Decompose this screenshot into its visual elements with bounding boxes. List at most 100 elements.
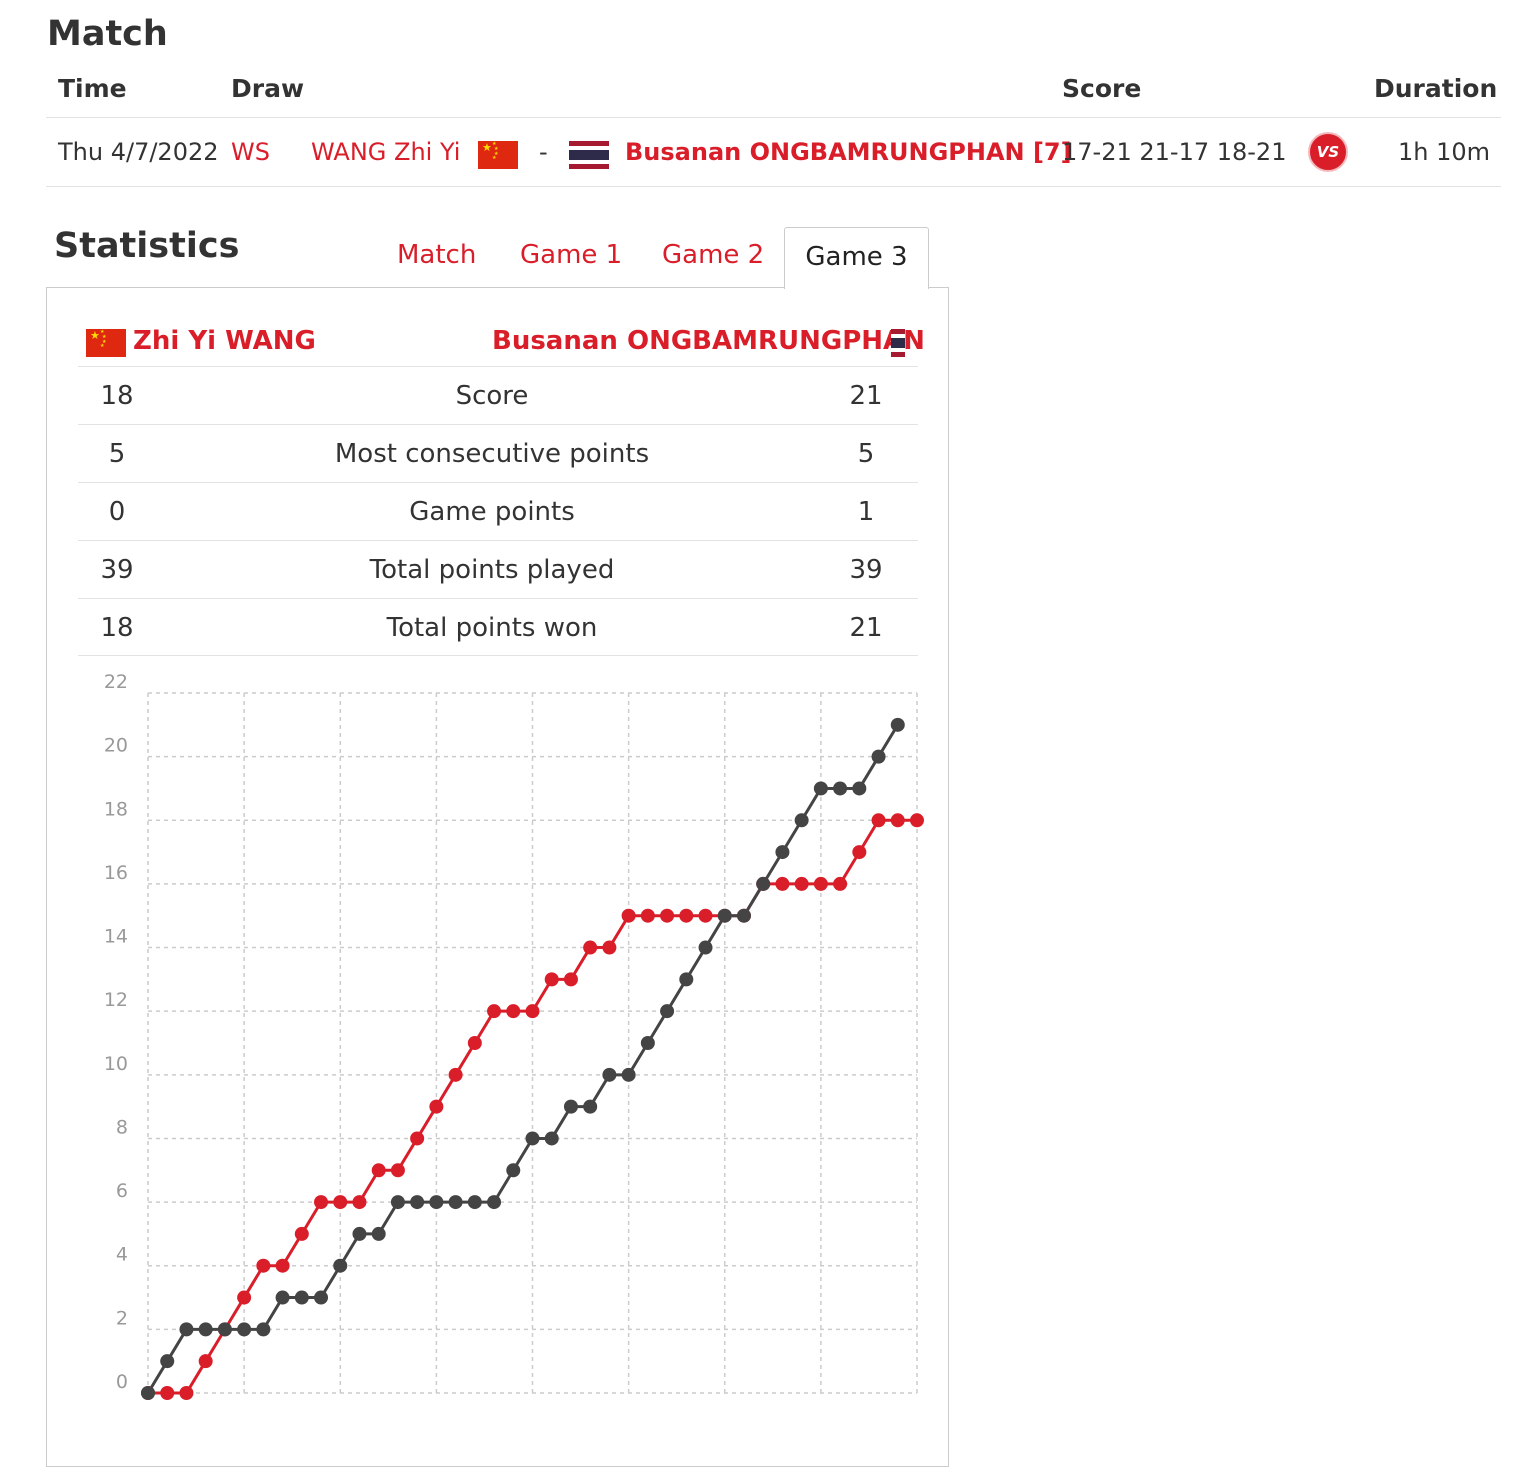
match-row[interactable]: Thu 4/7/2022 WS WANG Zhi Yi ★ ★ ★ ★ ★ - … [46,117,1501,187]
china-flag-icon: ★ ★ ★ ★ ★ [86,329,126,357]
series-1-point [429,1099,444,1114]
stat-row-total-points-won: 18 Total points won 21 [78,598,918,656]
china-flag-icon: ★ ★ ★ ★ ★ [478,141,518,169]
series-1-point [390,1163,405,1178]
thailand-flag-icon [891,329,905,357]
stat-left-value: 0 [108,497,126,527]
series-2-point [217,1322,232,1337]
y-tick-label: 0 [116,1371,128,1393]
series-2-point [371,1226,386,1241]
series-2-point [775,845,790,860]
column-header-duration: Duration [1374,74,1498,103]
player-right-name[interactable]: Busanan ONGBAMRUNGPHAN [492,326,925,356]
stat-label: Total points won [386,613,598,643]
stat-right-value: 39 [849,555,883,585]
stat-right-value: 21 [849,381,883,411]
series-2-point [333,1258,348,1273]
y-tick-label: 8 [116,1116,128,1138]
tab-game-1[interactable]: Game 1 [520,240,623,270]
stat-label: Score [455,381,529,411]
series-2-point [410,1195,425,1210]
y-tick-label: 6 [116,1180,128,1202]
y-tick-label: 12 [104,989,128,1011]
series-1-point [871,813,886,828]
score-progression-chart: 0 2 4 6 8 10 12 14 16 18 20 22 [104,671,924,1400]
tab-game-3-label: Game 3 [805,242,908,272]
series-1-point [698,908,713,923]
series-1-point [775,876,790,891]
stat-right-value: 21 [849,613,883,643]
series-1-point [890,813,905,828]
tab-game-2[interactable]: Game 2 [662,240,765,270]
stat-left-value: 39 [100,555,134,585]
series-1-point [410,1131,425,1146]
series-1-point [679,908,694,923]
series-1-point [852,845,867,860]
series-2-point [487,1195,502,1210]
series-2-point [640,1036,655,1050]
stat-row-score: 18 Score 21 [78,366,918,424]
series-2-point [179,1322,194,1337]
series-2-point [890,717,905,732]
series-2-point [525,1131,540,1146]
series-1-point [525,1004,540,1019]
series-2-point [275,1290,290,1305]
series-2-point [679,972,694,987]
series-2-point [237,1322,252,1337]
series-2-point [621,1067,636,1082]
stat-right-value: 1 [857,497,875,527]
series-line-1 [148,818,917,1395]
stat-label: Total points played [369,555,615,585]
player2-link[interactable]: Busanan ONGBAMRUNGPHAN [7] [625,138,1072,166]
series-1-point [179,1386,194,1400]
vs-icon[interactable]: VS [1308,132,1348,172]
column-header-score: Score [1062,74,1142,103]
draw-link[interactable]: WS [231,138,270,166]
series-1-point [371,1163,386,1178]
player1-link[interactable]: WANG Zhi Yi [311,138,461,166]
series-1-point [544,972,559,987]
series-2-point [698,940,713,955]
series-1-point [333,1195,348,1210]
series-2-point [583,1099,598,1114]
player-left-name[interactable]: Zhi Yi WANG [133,326,316,356]
series-1-point [506,1004,521,1019]
y-tick-label: 18 [104,798,128,820]
series-2-point [141,1386,155,1400]
series-1-point [660,908,675,923]
series-1-point [910,813,924,828]
series-1-point [237,1290,252,1305]
y-tick-label: 4 [116,1244,128,1266]
series-2-point [390,1195,405,1210]
series-2-point [506,1163,521,1178]
series-2-point [198,1322,213,1337]
players-separator: - [539,138,548,166]
series-2-point [871,749,886,764]
series-1-point [602,940,617,955]
series-2-point [813,781,828,796]
series-2-point [602,1067,617,1082]
series-2-point [160,1354,175,1369]
series-1-point [467,1036,482,1050]
match-time: Thu 4/7/2022 [58,138,219,166]
stat-label: Game points [409,497,575,527]
stat-row-game-points: 0 Game points 1 [78,482,918,540]
match-heading: Match [47,14,168,54]
match-duration: 1h 10m [1398,138,1491,166]
series-1-point [487,1004,502,1019]
series-1-point [198,1354,213,1369]
stat-row-most-consecutive-points: 5 Most consecutive points 5 [78,424,918,482]
series-2-point [544,1131,559,1146]
series-2-point [256,1322,271,1337]
y-tick-label: 2 [116,1307,128,1329]
series-1-point [640,908,655,923]
column-header-draw: Draw [231,74,305,103]
series-1-point [314,1195,329,1210]
series-1-point [833,876,848,891]
y-tick-label: 14 [104,926,128,948]
tab-match[interactable]: Match [397,240,477,270]
tab-game-3[interactable]: Game 3 [784,227,929,289]
series-1-point [563,972,578,987]
series-2-point [756,876,771,891]
stat-right-value: 5 [857,439,875,469]
